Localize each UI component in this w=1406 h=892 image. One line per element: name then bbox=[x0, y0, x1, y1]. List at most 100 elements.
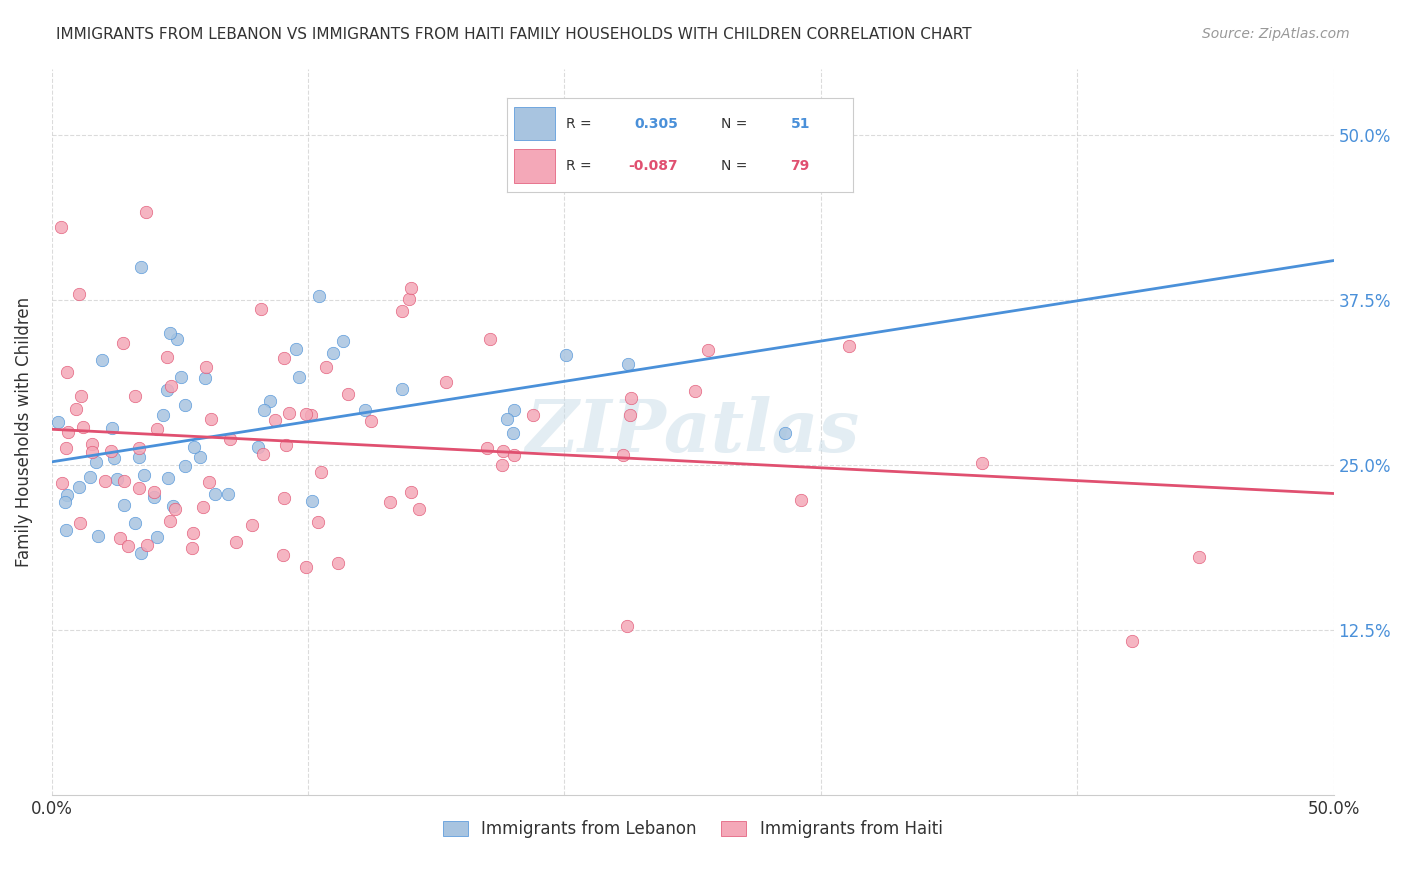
Point bbox=[972, 456, 994, 470]
Point bbox=[108, 531, 131, 545]
Point bbox=[252, 446, 274, 460]
Point bbox=[132, 467, 155, 482]
Point bbox=[398, 292, 420, 306]
Point bbox=[353, 403, 375, 417]
Point bbox=[408, 502, 430, 516]
Point bbox=[503, 448, 526, 462]
Point bbox=[288, 369, 311, 384]
Point bbox=[315, 359, 337, 374]
Point bbox=[478, 332, 501, 346]
Point bbox=[620, 391, 643, 405]
Point bbox=[159, 514, 181, 528]
Point bbox=[617, 357, 640, 371]
Point bbox=[136, 537, 159, 551]
Point bbox=[143, 490, 166, 504]
Point bbox=[790, 492, 813, 507]
Point bbox=[194, 371, 217, 385]
Point bbox=[55, 523, 77, 537]
Point bbox=[612, 449, 634, 463]
Point bbox=[72, 420, 94, 434]
Point bbox=[399, 280, 422, 294]
Point bbox=[124, 516, 146, 531]
Point bbox=[332, 334, 354, 349]
Point bbox=[191, 500, 214, 514]
Point bbox=[322, 346, 344, 360]
Point bbox=[162, 500, 184, 514]
Point bbox=[82, 444, 104, 458]
Point bbox=[307, 515, 329, 529]
Point bbox=[46, 415, 69, 429]
Point bbox=[156, 350, 179, 364]
Point bbox=[434, 376, 457, 390]
Point bbox=[492, 444, 515, 458]
Point bbox=[295, 407, 318, 421]
Point bbox=[135, 204, 157, 219]
Point bbox=[246, 441, 269, 455]
Point bbox=[295, 559, 318, 574]
Point bbox=[326, 557, 349, 571]
Point bbox=[1188, 549, 1211, 564]
Point bbox=[197, 475, 219, 489]
Text: IMMIGRANTS FROM LEBANON VS IMMIGRANTS FROM HAITI FAMILY HOUSEHOLDS WITH CHILDREN: IMMIGRANTS FROM LEBANON VS IMMIGRANTS FR… bbox=[56, 27, 972, 42]
Point bbox=[249, 301, 271, 316]
Point bbox=[112, 498, 135, 512]
Point bbox=[336, 386, 359, 401]
Point bbox=[273, 351, 295, 366]
Point bbox=[105, 472, 128, 486]
Point bbox=[156, 471, 179, 485]
Point bbox=[49, 219, 72, 234]
Point bbox=[128, 441, 150, 455]
Point bbox=[82, 437, 104, 451]
Point bbox=[159, 326, 181, 341]
Point bbox=[131, 546, 153, 560]
Point bbox=[142, 485, 165, 500]
Point bbox=[253, 403, 276, 417]
Text: ZIPatlas: ZIPatlas bbox=[526, 396, 859, 467]
Point bbox=[200, 412, 222, 426]
Point bbox=[555, 348, 578, 362]
Point bbox=[360, 414, 382, 428]
Point bbox=[475, 441, 498, 455]
Point bbox=[401, 485, 423, 500]
Point bbox=[53, 495, 76, 509]
Point bbox=[181, 541, 204, 555]
Point bbox=[128, 450, 150, 465]
Point bbox=[91, 352, 114, 367]
Point bbox=[84, 455, 107, 469]
Point bbox=[259, 393, 281, 408]
Point bbox=[159, 379, 181, 393]
Point bbox=[285, 342, 308, 356]
Point bbox=[56, 488, 79, 502]
Point bbox=[165, 502, 187, 516]
Point bbox=[111, 335, 134, 350]
Point bbox=[103, 451, 125, 466]
Point bbox=[301, 494, 323, 508]
Legend: Immigrants from Lebanon, Immigrants from Haiti: Immigrants from Lebanon, Immigrants from… bbox=[436, 814, 949, 845]
Point bbox=[87, 529, 110, 543]
Point bbox=[273, 491, 295, 505]
Point bbox=[619, 408, 641, 422]
Point bbox=[308, 289, 330, 303]
Point bbox=[274, 438, 297, 452]
Point bbox=[225, 534, 247, 549]
Point bbox=[190, 450, 212, 464]
Point bbox=[124, 389, 146, 403]
Point bbox=[616, 619, 638, 633]
Point bbox=[79, 470, 101, 484]
Point bbox=[683, 384, 706, 398]
Point bbox=[240, 517, 263, 532]
Point bbox=[174, 459, 197, 474]
Point bbox=[299, 408, 322, 422]
Point bbox=[69, 389, 91, 403]
Point bbox=[146, 530, 169, 544]
Point bbox=[696, 343, 718, 358]
Point bbox=[112, 475, 135, 489]
Point bbox=[67, 286, 90, 301]
Point bbox=[129, 260, 152, 275]
Point bbox=[204, 487, 226, 501]
Y-axis label: Family Households with Children: Family Households with Children bbox=[15, 296, 32, 566]
Point bbox=[152, 408, 174, 422]
Point bbox=[65, 401, 87, 416]
Point bbox=[128, 481, 150, 495]
Point bbox=[271, 548, 294, 562]
